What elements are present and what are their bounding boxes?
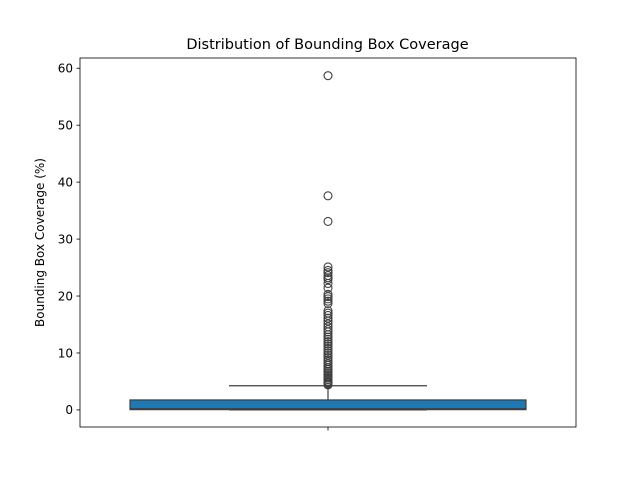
outlier-point [323,343,333,353]
outlier-point [323,294,333,304]
outlier-point [323,337,333,347]
y-tick-label: 20 [58,289,73,303]
outlier-point [323,330,333,340]
outlier-point [323,296,333,306]
outlier-point [323,325,333,335]
y-tick-label: 60 [58,62,73,76]
outlier-point [323,339,333,349]
outlier-point [323,332,333,342]
outlier-point [323,216,333,226]
outlier-point [323,292,333,302]
outlier-point [323,298,333,308]
outlier-point [323,278,333,289]
y-tick-label: 10 [58,346,73,360]
y-axis: 0 10 20 30 40 50 60 [58,62,80,417]
outlier-point [323,191,333,201]
outlier-point [323,306,333,316]
y-axis-title: Bounding Box Coverage (%) [33,158,47,327]
iqr-box [129,399,527,411]
y-tick-label: 30 [58,232,73,246]
outlier-point [323,268,333,278]
outlier-point [323,265,333,275]
plot-frame [79,57,577,428]
outlier-point [323,341,333,351]
plot-elements [129,71,527,411]
outlier-point [323,360,333,371]
outlier-point [323,71,333,81]
y-tick-label: 50 [58,118,73,132]
chart-title: Distribution of Bounding Box Coverage [186,37,468,53]
outlier-point [323,380,333,390]
y-tick-label: 40 [58,175,73,189]
outlier-point [323,327,333,337]
outlier-point [323,346,333,356]
y-tick-label: 0 [65,403,73,417]
outlier-point [323,289,333,299]
outlier-point [323,334,333,344]
